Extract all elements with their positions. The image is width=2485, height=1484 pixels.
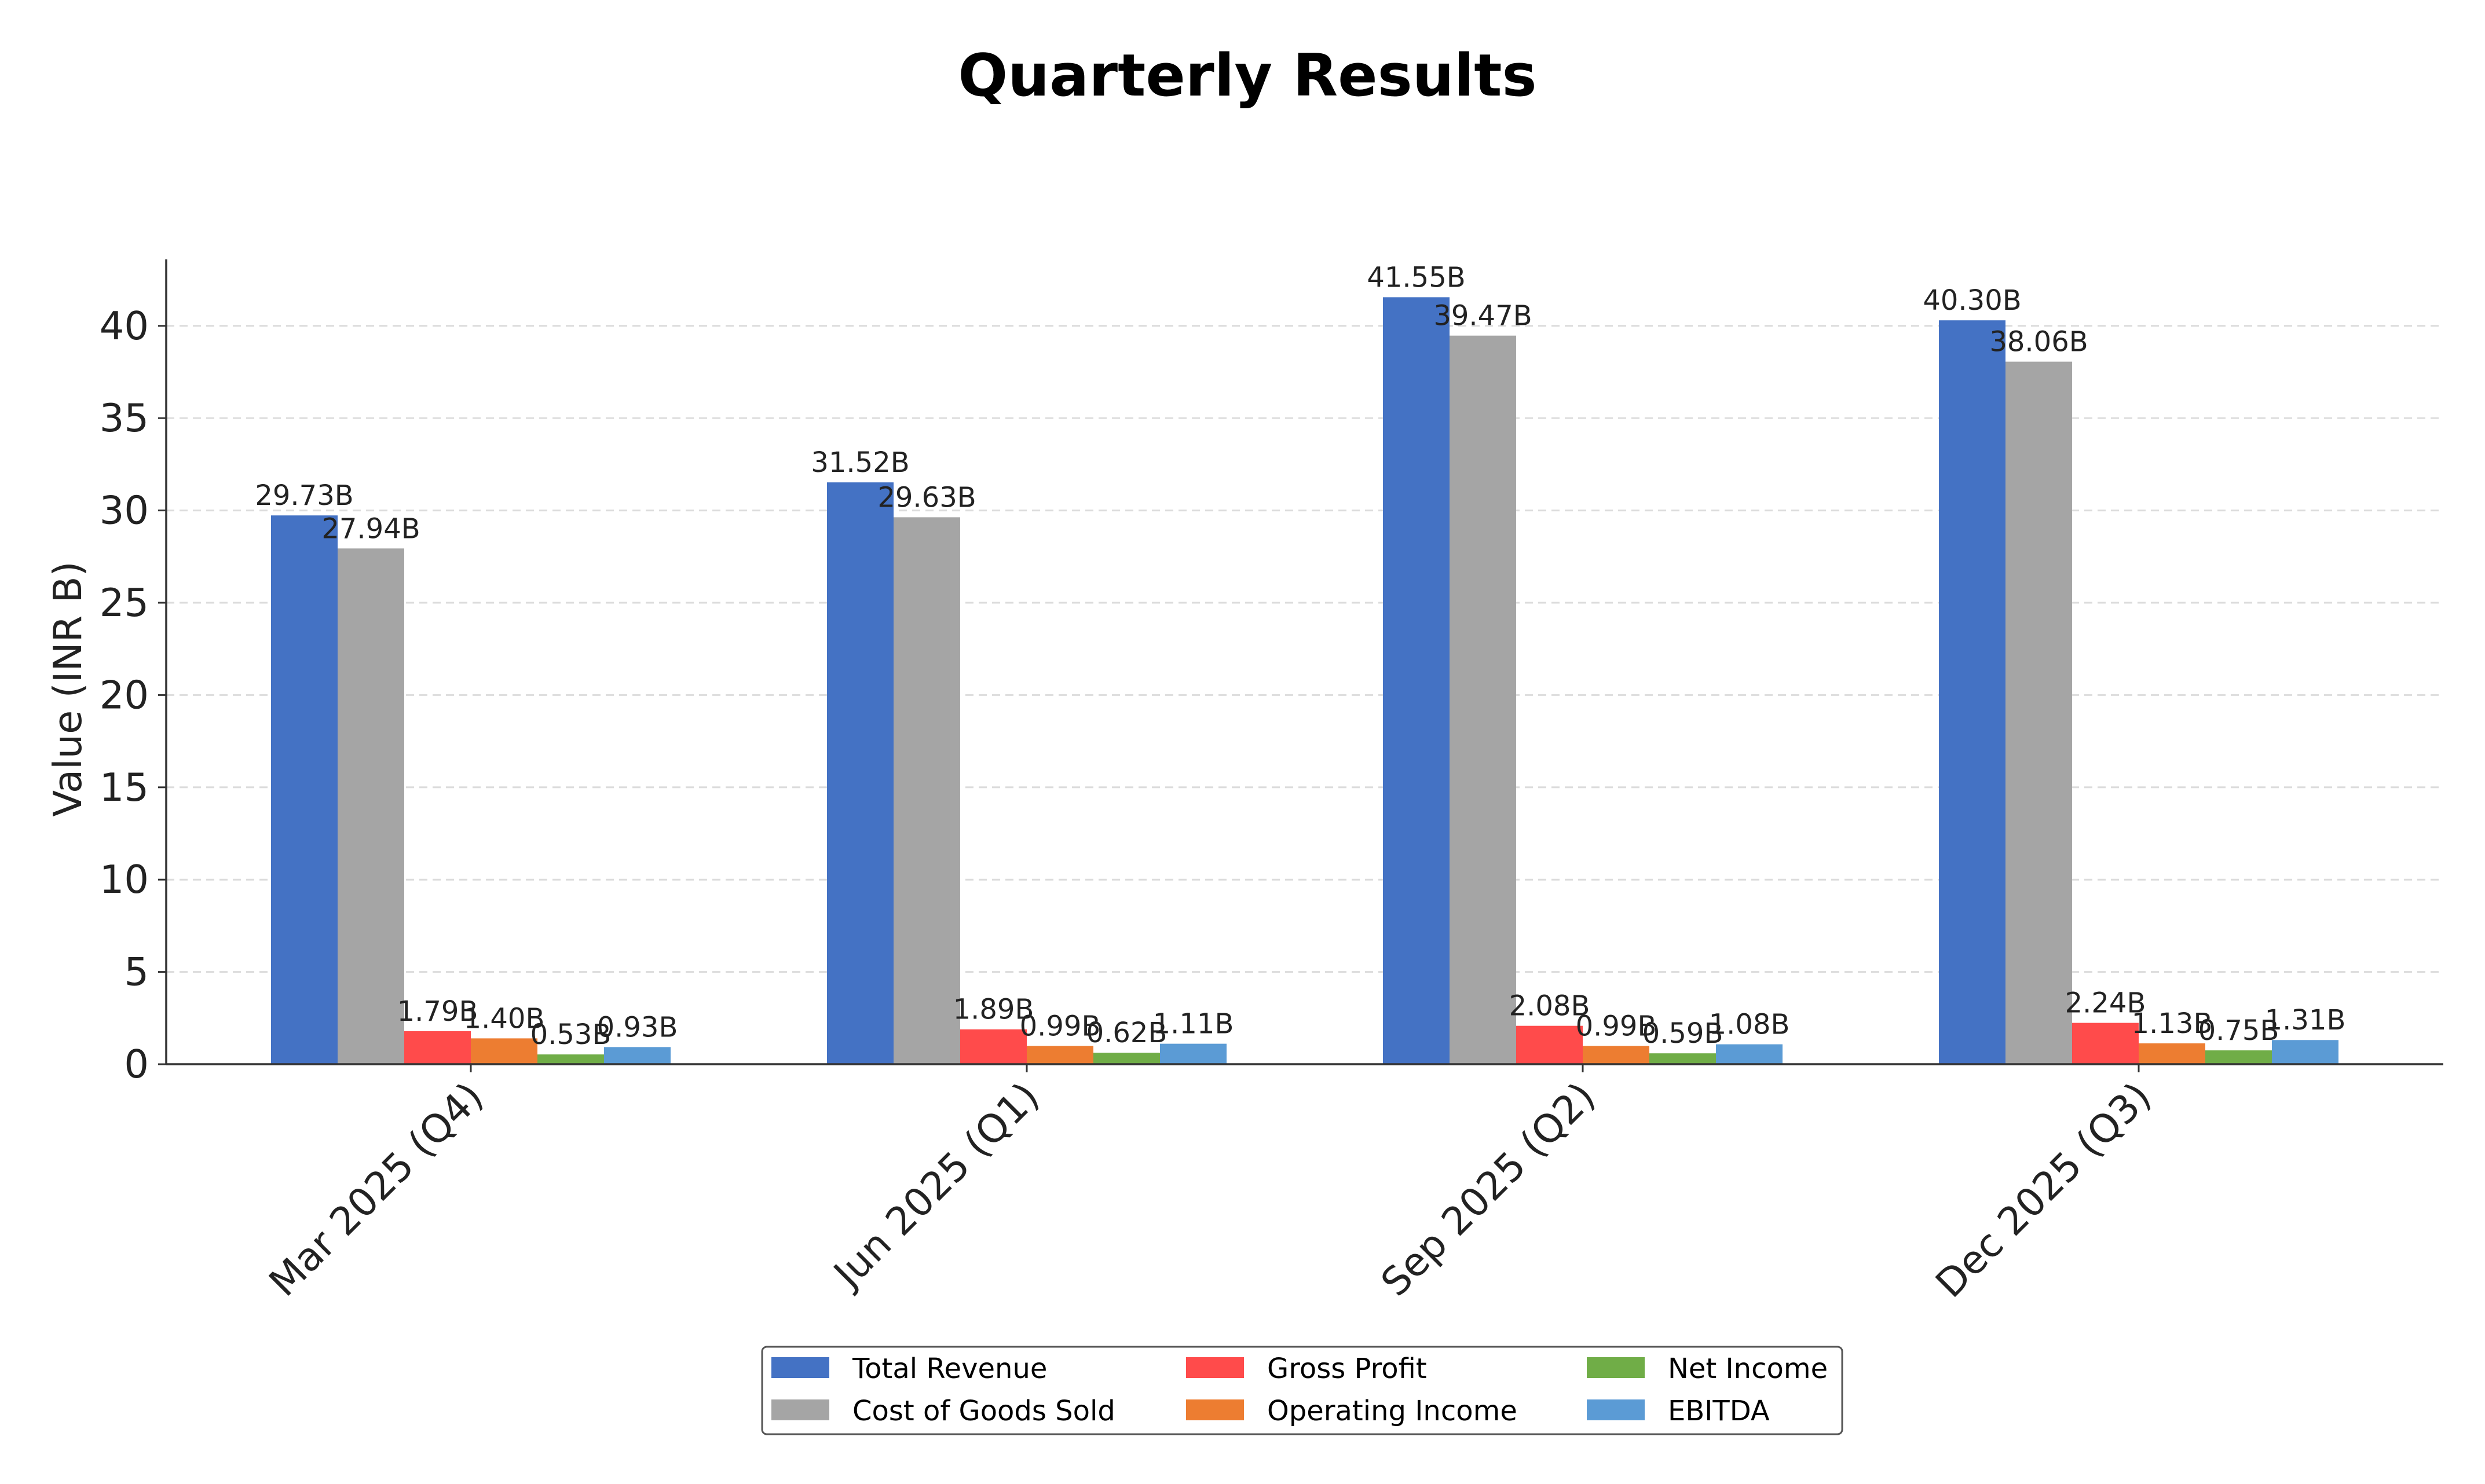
data-label-operating-income-1: 1.40B bbox=[464, 1002, 545, 1035]
x-tick-label-1: Mar 2025 (Q4) bbox=[261, 1073, 492, 1305]
data-label-ebitda-2: 1.11B bbox=[1153, 1008, 1234, 1040]
legend-label-total-revenue: Total Revenue bbox=[852, 1353, 1047, 1385]
y-tick-label-0: 0 bbox=[124, 1042, 149, 1087]
bar-total-revenue-3 bbox=[1383, 297, 1450, 1065]
bar-cost-of-goods-sold-2 bbox=[894, 517, 960, 1064]
bar-ebitda-3 bbox=[1716, 1044, 1783, 1064]
data-label-total-revenue-2: 31.52B bbox=[811, 446, 909, 479]
bar-cost-of-goods-sold-1 bbox=[338, 548, 404, 1064]
legend-label-cost-of-goods-sold: Cost of Goods Sold bbox=[852, 1395, 1115, 1427]
data-label-total-revenue-1: 29.73B bbox=[255, 479, 353, 512]
data-label-net-income-3: 0.59B bbox=[1642, 1017, 1723, 1050]
bar-ebitda-1 bbox=[604, 1047, 671, 1064]
data-label-ebitda-4: 1.31B bbox=[2265, 1004, 2346, 1036]
legend-swatch-total-revenue bbox=[771, 1357, 829, 1378]
legend-label-ebitda: EBITDA bbox=[1668, 1395, 1770, 1427]
grid-layer bbox=[166, 325, 2443, 973]
bar-operating-income-1 bbox=[471, 1038, 537, 1064]
y-tick-label-30: 30 bbox=[100, 488, 149, 533]
legend-swatch-gross-profit bbox=[1186, 1357, 1244, 1378]
legend-label-net-income: Net Income bbox=[1668, 1353, 1828, 1385]
x-tick-label-3: Sep 2025 (Q2) bbox=[1373, 1073, 1604, 1305]
data-label-net-income-4: 0.75B bbox=[2198, 1014, 2279, 1047]
data-label-gross-profit-3: 2.08B bbox=[1509, 990, 1590, 1023]
y-tick-label-25: 25 bbox=[100, 580, 149, 625]
bar-gross-profit-2 bbox=[960, 1029, 1027, 1064]
bar-operating-income-3 bbox=[1583, 1046, 1649, 1064]
y-axis-label: Value (INR B) bbox=[45, 561, 90, 816]
y-tick-label-10: 10 bbox=[100, 857, 149, 902]
bar-ebitda-2 bbox=[1160, 1043, 1227, 1064]
data-label-total-revenue-3: 41.55B bbox=[1367, 261, 1465, 294]
bar-net-income-1 bbox=[537, 1054, 604, 1064]
data-label-cost-of-goods-sold-1: 27.94B bbox=[321, 512, 420, 545]
legend-swatch-ebitda bbox=[1587, 1399, 1645, 1420]
bar-ebitda-4 bbox=[2272, 1040, 2338, 1064]
data-label-net-income-1: 0.53B bbox=[530, 1018, 612, 1051]
data-label-operating-income-3: 0.99B bbox=[1576, 1010, 1657, 1042]
data-label-gross-profit-4: 2.24B bbox=[2065, 987, 2146, 1020]
data-label-cost-of-goods-sold-4: 38.06B bbox=[1989, 326, 2088, 358]
bar-gross-profit-3 bbox=[1516, 1025, 1583, 1064]
bars-layer bbox=[271, 297, 2338, 1065]
bar-total-revenue-1 bbox=[271, 515, 338, 1064]
bar-operating-income-4 bbox=[2139, 1043, 2205, 1064]
data-label-cost-of-goods-sold-2: 29.63B bbox=[877, 481, 976, 514]
y-tick-label-40: 40 bbox=[100, 303, 149, 349]
data-label-net-income-2: 0.62B bbox=[1086, 1017, 1168, 1049]
axes-layer: 0 5 10 15 20 25 30 35 40 Mar 2025 (Q4) Jun 2025 (Q… bbox=[100, 259, 2443, 1306]
legend: Total Revenue Cost of Goods Sold Gross Pro… bbox=[761, 1346, 1843, 1435]
data-label-gross-profit-2: 1.89B bbox=[953, 994, 1034, 1026]
x-tick-label-4: Dec 2025 (Q3) bbox=[1927, 1073, 2160, 1306]
legend-frame bbox=[761, 1346, 1843, 1435]
bar-net-income-4 bbox=[2205, 1050, 2272, 1064]
y-tick-label-20: 20 bbox=[100, 672, 149, 717]
bar-net-income-3 bbox=[1649, 1053, 1716, 1064]
y-tick-label-35: 35 bbox=[100, 395, 149, 441]
legend-label-operating-income: Operating Income bbox=[1267, 1395, 1517, 1427]
data-label-gross-profit-1: 1.79B bbox=[397, 995, 478, 1028]
legend-swatch-operating-income bbox=[1186, 1399, 1244, 1420]
bar-total-revenue-4 bbox=[1939, 320, 2005, 1064]
bar-operating-income-2 bbox=[1027, 1046, 1093, 1064]
x-tick-label-2: Jun 2025 (Q1) bbox=[824, 1073, 1048, 1298]
bar-total-revenue-2 bbox=[827, 482, 894, 1064]
legend-swatch-cost-of-goods-sold bbox=[771, 1399, 829, 1420]
chart-title: Quarterly Results bbox=[958, 41, 1536, 109]
data-label-operating-income-2: 0.99B bbox=[1020, 1010, 1101, 1042]
data-label-ebitda-3: 1.08B bbox=[1709, 1009, 1790, 1041]
y-tick-label-5: 5 bbox=[124, 950, 149, 995]
data-label-cost-of-goods-sold-3: 39.47B bbox=[1433, 300, 1532, 332]
bar-net-income-2 bbox=[1093, 1053, 1160, 1064]
bar-gross-profit-4 bbox=[2072, 1023, 2139, 1064]
legend-swatch-net-income bbox=[1587, 1357, 1645, 1378]
legend-label-gross-profit: Gross Profit bbox=[1267, 1353, 1427, 1385]
bar-cost-of-goods-sold-4 bbox=[2005, 361, 2072, 1064]
y-tick-label-15: 15 bbox=[100, 765, 149, 810]
bar-gross-profit-1 bbox=[404, 1031, 471, 1064]
data-label-operating-income-4: 1.13B bbox=[2132, 1007, 2213, 1040]
data-label-total-revenue-4: 40.30B bbox=[1923, 284, 2021, 317]
bar-cost-of-goods-sold-3 bbox=[1450, 335, 1516, 1064]
data-label-ebitda-1: 0.93B bbox=[597, 1011, 678, 1043]
